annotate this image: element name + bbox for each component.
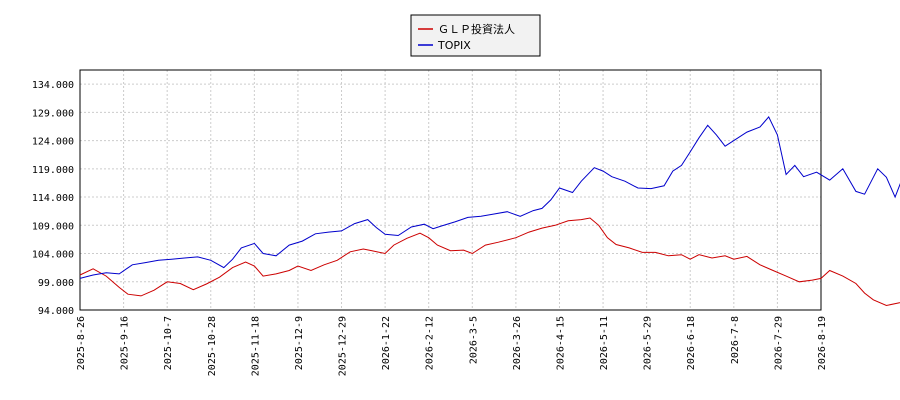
legend-label-glp: ＧＬＰ投資法人 [438, 22, 515, 36]
y-tick-label: 124.000 [32, 137, 74, 148]
y-tick-label: 99.000 [38, 278, 74, 289]
x-tick-label: 2026-8-19 [817, 316, 828, 370]
series-line-glp [79, 217, 900, 307]
y-axis: 94.000 99.000 104.000 109.000 114.000 119.000… [32, 80, 74, 317]
y-tick-label: 109.000 [32, 221, 74, 232]
y-tick-label: 114.000 [32, 193, 74, 204]
x-tick-label: 2025-9-16 [120, 316, 131, 370]
y-tick-label: 134.000 [32, 80, 74, 91]
x-axis: 2025-8-26 2025-9-16 2025-10-7 2025-10-28 202… [76, 316, 828, 376]
plot-frame [79, 69, 822, 311]
x-tick-label: 2025-12-29 [338, 316, 349, 376]
x-tick-label: 2026-7-29 [773, 316, 784, 370]
y-tick-label: 94.000 [38, 306, 74, 317]
x-tick-label: 2026-1-22 [381, 316, 392, 370]
x-tick-label: 2026-5-11 [599, 316, 610, 370]
legend-label-topix: TOPIX [437, 39, 471, 52]
x-tick-label: 2025-12-9 [294, 316, 305, 370]
x-tick-label: 2025-10-7 [163, 316, 174, 370]
legend: ＧＬＰ投資法人 TOPIX [410, 14, 541, 57]
x-tick-label: 2026-5-29 [643, 316, 654, 370]
x-tick-label: 2026-7-8 [730, 316, 741, 364]
series-layer [79, 115, 900, 307]
x-tick-label: 2025-10-28 [207, 316, 218, 376]
y-tick-label: 129.000 [32, 108, 74, 119]
grid [79, 70, 822, 311]
x-tick-label: 2025-11-18 [250, 316, 261, 376]
series-line-topix [79, 115, 900, 279]
x-tick-label: 2026-2-12 [425, 316, 436, 370]
y-tick-label: 119.000 [32, 165, 74, 176]
x-tick-label: 2026-4-15 [555, 316, 566, 370]
legend-box [410, 14, 541, 57]
x-tick-label: 2026-3-5 [468, 316, 479, 364]
y-tick-label: 104.000 [32, 250, 74, 261]
x-tick-label: 2025-8-26 [76, 316, 87, 370]
x-tick-label: 2026-6-18 [686, 316, 697, 370]
x-tick-label: 2026-3-26 [512, 316, 523, 370]
